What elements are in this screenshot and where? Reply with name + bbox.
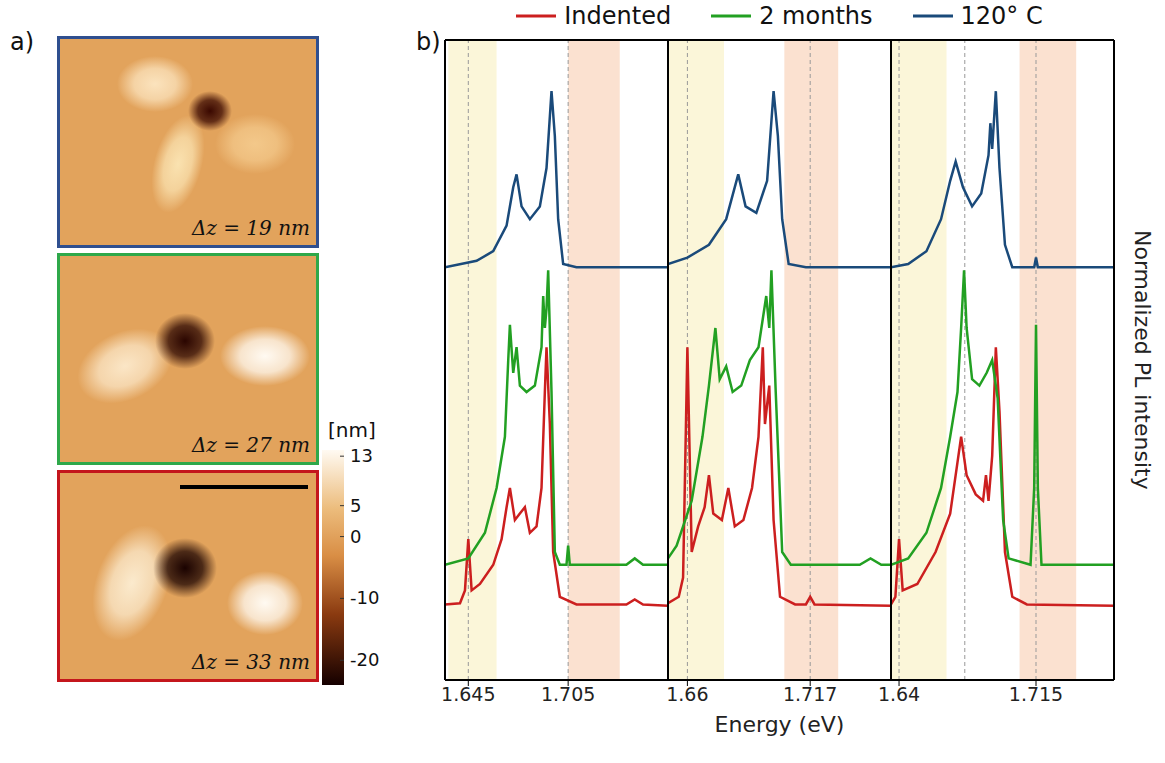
svg-text:Δz = 19 nm: Δz = 19 nm	[191, 216, 310, 240]
svg-text:5: 5	[350, 495, 361, 516]
svg-text:1.645: 1.645	[441, 683, 495, 705]
html-text:Energy (eV): Energy (eV)	[714, 712, 845, 737]
html-text:2 months: 2 months	[759, 2, 873, 30]
html-text:Normalized PL intensity: Normalized PL intensity	[1129, 230, 1155, 490]
svg-text:-20: -20	[350, 649, 379, 670]
svg-text:1.66: 1.66	[666, 683, 708, 705]
html-text:a): a)	[10, 28, 35, 56]
svg-text:1.717: 1.717	[783, 683, 837, 705]
html-text:[nm]: [nm]	[328, 418, 376, 442]
html-text:b): b)	[416, 28, 441, 56]
html-text:Indented: Indented	[564, 2, 672, 30]
svg-text:1.64: 1.64	[878, 683, 920, 705]
svg-text:Δz = 33 nm: Δz = 33 nm	[191, 650, 310, 674]
html-text:120° C: 120° C	[960, 2, 1043, 30]
svg-text:-10: -10	[350, 587, 379, 608]
svg-text:13: 13	[350, 445, 373, 466]
svg-text:1.705: 1.705	[541, 683, 595, 705]
svg-text:0: 0	[350, 526, 361, 547]
svg-text:Δz = 27 nm: Δz = 27 nm	[191, 433, 310, 457]
svg-text:1.715: 1.715	[1009, 683, 1063, 705]
